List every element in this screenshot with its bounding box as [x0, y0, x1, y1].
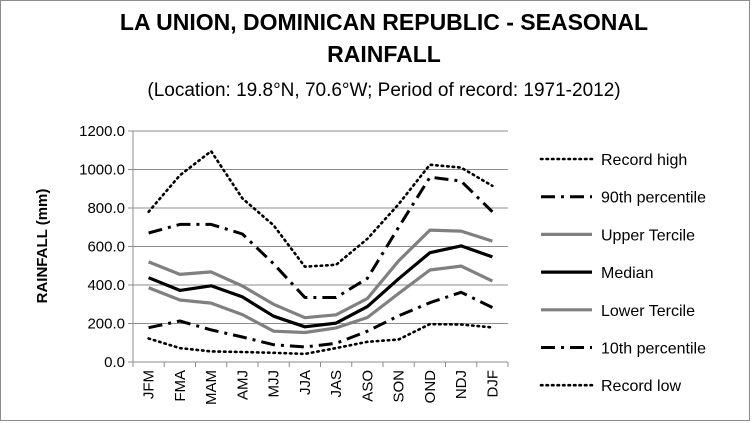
series-lines — [147, 149, 494, 356]
legend-label-lower-tercile: Lower Tercile — [601, 303, 695, 320]
chart-title-line2: RAINFALL — [327, 41, 441, 67]
legend-label-record-low: Record low — [601, 378, 681, 395]
y-tick-label: 600.0 — [87, 239, 125, 256]
x-tick-label: SON — [391, 370, 408, 403]
x-tick-label: ASO — [359, 370, 376, 402]
x-tick-label: FMA — [172, 370, 189, 402]
x-tick-label: OND — [422, 370, 439, 404]
x-tick-label: NDJ — [453, 370, 470, 399]
x-tick-label: JAS — [328, 370, 345, 398]
y-tick-label: 1200.0 — [79, 123, 125, 140]
series-line-median — [147, 244, 493, 329]
x-tick-label: MJJ — [266, 370, 283, 398]
chart-subtitle: (Location: 19.8°N, 70.6°W; Period of rec… — [147, 80, 620, 101]
axes: 0.0 200.0 400.0 600.0 800.0 1000.0 1200.0 JFM FM… — [79, 123, 509, 405]
series-line-10th-percentile — [148, 290, 494, 349]
legend-label-10th-percentile: 10th percentile — [601, 341, 706, 358]
y-tick-label: 1000.0 — [79, 162, 125, 179]
y-tick-label: 400.0 — [87, 277, 125, 294]
legend-label-upper-tercile: Upper Tercile — [601, 227, 695, 244]
y-tick-label: 800.0 — [87, 200, 125, 217]
legend-label-90th-percentile: 90th percentile — [601, 190, 706, 207]
series-line-upper-tercile — [148, 228, 493, 320]
series-line-lower-tercile — [148, 264, 494, 335]
legend: Record high 90th percentile Upper Tercile M… — [539, 152, 706, 395]
chart-title-line1: LA UNION, DOMINICAN REPUBLIC - SEASONAL — [120, 9, 648, 35]
legend-label-record-high: Record high — [601, 152, 687, 169]
gridlines — [133, 130, 508, 324]
y-axis-label: RAINFALL (mm) — [34, 189, 51, 304]
x-tick-label: DJF — [484, 370, 501, 398]
x-tick-label: AMJ — [234, 370, 251, 400]
x-tick-label: MAM — [203, 370, 220, 405]
y-tick-label: 0.0 — [104, 354, 125, 371]
x-tick-label: JFM — [141, 370, 158, 399]
series-line-90th-percentile — [148, 175, 494, 299]
series-line-record-high — [147, 149, 494, 269]
y-tick-label: 200.0 — [87, 316, 125, 333]
series-line-record-low — [147, 322, 494, 356]
x-tick-label: JJA — [297, 370, 314, 395]
legend-label-median: Median — [601, 265, 653, 282]
